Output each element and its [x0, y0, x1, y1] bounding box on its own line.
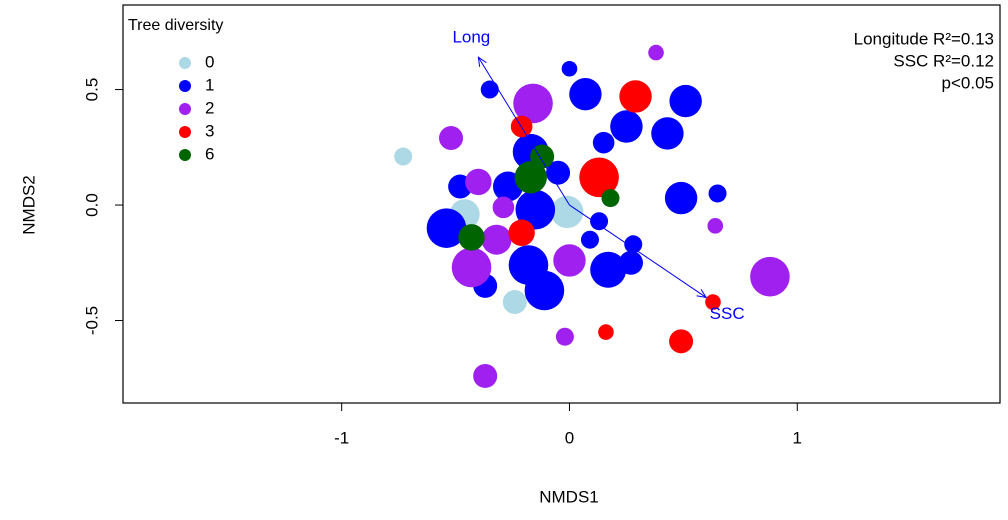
point: [590, 251, 627, 288]
legend-label: 0: [205, 52, 214, 71]
legend-marker: [179, 126, 191, 138]
point: [651, 117, 684, 150]
point: [550, 195, 584, 229]
y-axis-label: NMDS2: [19, 175, 38, 235]
point: [618, 250, 643, 275]
annotation: SSC R²=0.12: [893, 51, 994, 70]
point: [598, 324, 614, 340]
vector-label: SSC: [710, 304, 745, 323]
annotation: Longitude R²=0.13: [854, 29, 994, 48]
y-tick-label: 0.0: [82, 193, 101, 217]
legend-label: 3: [205, 121, 214, 140]
legend-label: 6: [205, 144, 214, 163]
legend-title: Tree diversity: [128, 17, 223, 34]
point: [708, 184, 727, 203]
point: [624, 235, 643, 254]
point: [705, 294, 721, 310]
point: [473, 363, 498, 388]
point: [394, 147, 413, 166]
point: [590, 212, 609, 231]
x-tick-label: 0: [565, 428, 574, 447]
point: [508, 219, 535, 246]
legend-marker: [179, 149, 191, 161]
point: [592, 131, 615, 154]
x-tick-label: 1: [793, 428, 802, 447]
point: [619, 80, 652, 113]
legend-marker: [179, 103, 191, 115]
plot-frame: [122, 4, 1001, 404]
point: [465, 168, 492, 196]
legend-marker: [179, 57, 191, 69]
point: [515, 189, 556, 230]
point: [569, 77, 602, 111]
y-tick-label: -0.5: [82, 306, 101, 335]
legend-marker: [179, 80, 191, 92]
point: [580, 230, 599, 249]
point: [579, 157, 619, 198]
point: [492, 196, 515, 219]
point: [601, 189, 620, 208]
point: [750, 256, 790, 297]
point: [561, 60, 578, 77]
legend-label: 2: [205, 98, 214, 117]
vector-label: Long: [452, 28, 490, 47]
point: [707, 218, 724, 234]
point: [546, 160, 571, 185]
point: [426, 208, 467, 248]
point: [480, 80, 499, 99]
x-tick-label: -1: [334, 428, 349, 447]
point: [502, 290, 527, 315]
vector-arrow: [569, 204, 706, 297]
y-tick-label: 0.5: [82, 78, 101, 102]
point: [451, 247, 492, 288]
point: [524, 270, 565, 311]
point: [439, 126, 464, 151]
x-axis-label: NMDS1: [539, 487, 599, 506]
point: [648, 44, 664, 61]
point: [458, 224, 485, 251]
point: [481, 224, 512, 255]
point: [555, 327, 574, 346]
point: [514, 161, 547, 194]
point: [513, 83, 553, 124]
point: [553, 244, 586, 277]
vector-arrow: [478, 57, 570, 206]
annotation: p<0.05: [942, 73, 994, 92]
point: [610, 110, 643, 143]
point: [664, 181, 698, 215]
point: [669, 329, 694, 354]
point: [669, 84, 702, 118]
legend-label: 1: [205, 75, 214, 94]
